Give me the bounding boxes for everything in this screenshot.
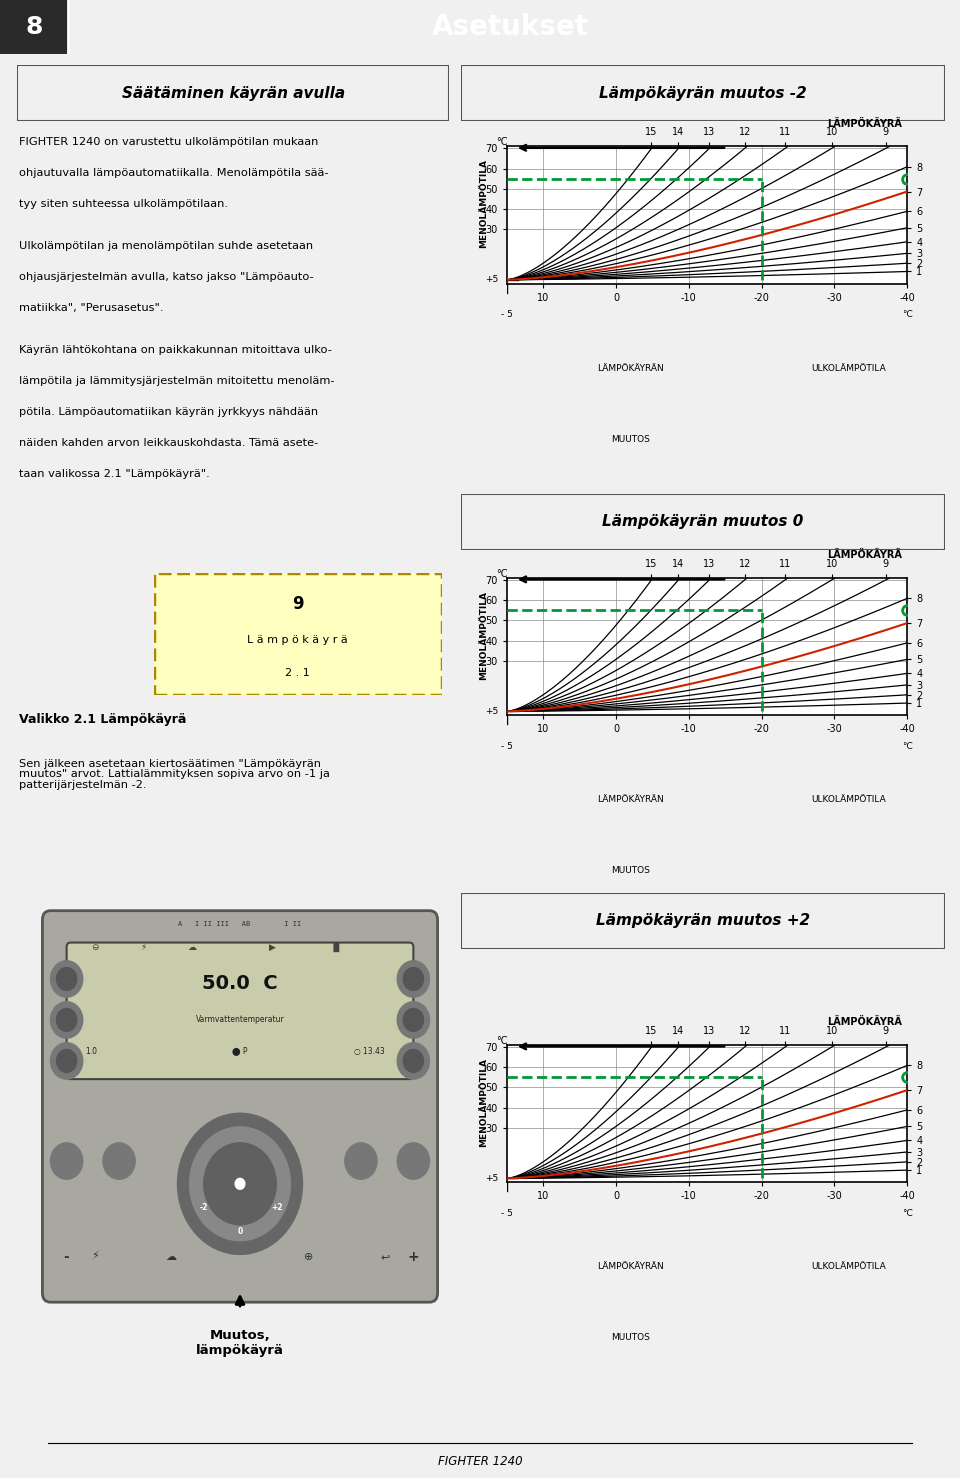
Text: ☁: ☁ bbox=[187, 943, 196, 952]
Text: 50.0  C: 50.0 C bbox=[203, 974, 277, 993]
Text: A   I II III   AB        I II: A I II III AB I II bbox=[179, 921, 301, 927]
Text: 9: 9 bbox=[292, 594, 303, 613]
Text: matiikka", "Perusasetus".: matiikka", "Perusasetus". bbox=[19, 303, 164, 313]
Text: L ä m p ö k ä y r ä: L ä m p ö k ä y r ä bbox=[248, 636, 348, 644]
Circle shape bbox=[397, 1142, 429, 1179]
Circle shape bbox=[103, 1142, 135, 1179]
Text: Säätäminen käyrän avulla: Säätäminen käyrän avulla bbox=[122, 86, 345, 101]
Circle shape bbox=[345, 1142, 377, 1179]
Text: ☁: ☁ bbox=[166, 1252, 177, 1262]
Text: 8: 8 bbox=[25, 15, 42, 38]
Text: 0: 0 bbox=[237, 1227, 243, 1236]
Text: LÄMPÖKÄYRÄN: LÄMPÖKÄYRÄN bbox=[597, 1262, 664, 1271]
Circle shape bbox=[51, 961, 83, 998]
Text: MUUTOS: MUUTOS bbox=[612, 435, 650, 443]
Text: Varmvattentemperatur: Varmvattentemperatur bbox=[196, 1015, 284, 1024]
Text: ULKOLÄMPÖTILA: ULKOLÄMPÖTILA bbox=[811, 1262, 886, 1271]
Text: ⬤ P: ⬤ P bbox=[232, 1048, 248, 1057]
FancyBboxPatch shape bbox=[42, 910, 438, 1302]
Text: tyy siten suhteessa ulkolämpötilaan.: tyy siten suhteessa ulkolämpötilaan. bbox=[19, 198, 228, 208]
Text: Lämpökäyrän muutos +2: Lämpökäyrän muutos +2 bbox=[595, 913, 810, 928]
Text: +2: +2 bbox=[271, 1203, 282, 1212]
Text: - 5: - 5 bbox=[501, 1209, 513, 1218]
Text: LÄMPÖKÄYRÄ: LÄMPÖKÄYRÄ bbox=[828, 118, 902, 129]
Circle shape bbox=[178, 1113, 302, 1255]
Circle shape bbox=[189, 1126, 290, 1240]
Text: 2 . 1: 2 . 1 bbox=[285, 668, 310, 678]
Text: Käyrän lähtökohtana on paikkakunnan mitoittava ulko-: Käyrän lähtökohtana on paikkakunnan mito… bbox=[19, 344, 332, 355]
Text: LÄMPÖKÄYRÄN: LÄMPÖKÄYRÄN bbox=[597, 364, 664, 372]
Text: °C: °C bbox=[496, 137, 508, 148]
Text: ⚡: ⚡ bbox=[140, 943, 147, 952]
Text: MENOLÄMPÖTILA: MENOLÄMPÖTILA bbox=[479, 1058, 489, 1147]
Text: °C: °C bbox=[901, 742, 913, 751]
Circle shape bbox=[235, 1178, 245, 1190]
Text: pötila. Lämpöautomatiikan käyrän jyrkkyys nähdään: pötila. Lämpöautomatiikan käyrän jyrkkyy… bbox=[19, 406, 319, 417]
Text: ⊕: ⊕ bbox=[304, 1252, 313, 1262]
Text: ⊖: ⊖ bbox=[91, 943, 99, 952]
Text: Ulkolämpötilan ja menolämpötilan suhde asetetaan: Ulkolämpötilan ja menolämpötilan suhde a… bbox=[19, 241, 313, 251]
Text: MUUTOS: MUUTOS bbox=[612, 866, 650, 875]
Circle shape bbox=[403, 1008, 423, 1032]
Circle shape bbox=[57, 968, 77, 990]
Text: °C: °C bbox=[496, 1036, 508, 1046]
Text: ↩: ↩ bbox=[380, 1252, 390, 1262]
Text: Asetukset: Asetukset bbox=[431, 13, 588, 41]
Text: ⚡: ⚡ bbox=[91, 1252, 99, 1262]
Text: MENOLÄMPÖTILA: MENOLÄMPÖTILA bbox=[479, 591, 489, 680]
Text: Valikko 2.1 Lämpökäyrä: Valikko 2.1 Lämpökäyrä bbox=[19, 714, 186, 726]
Text: ▶: ▶ bbox=[269, 943, 276, 952]
Text: +: + bbox=[408, 1250, 420, 1264]
Bar bbox=[0, 0, 68, 53]
Text: Lämpökäyrän muutos -2: Lämpökäyrän muutos -2 bbox=[599, 86, 806, 101]
Text: näiden kahden arvon leikkauskohdasta. Tämä asete-: näiden kahden arvon leikkauskohdasta. Tä… bbox=[19, 437, 319, 448]
Circle shape bbox=[51, 1002, 83, 1038]
Text: °C: °C bbox=[901, 1209, 913, 1218]
Text: +5: +5 bbox=[485, 275, 498, 284]
Text: muutos" arvot. Lattialämmityksen sopiva arvo on -1 ja: muutos" arvot. Lattialämmityksen sopiva … bbox=[19, 770, 330, 779]
Text: taan valikossa 2.1 "Lämpökäyrä".: taan valikossa 2.1 "Lämpökäyrä". bbox=[19, 469, 210, 479]
Text: +5: +5 bbox=[485, 1174, 498, 1182]
FancyBboxPatch shape bbox=[154, 573, 442, 695]
Circle shape bbox=[57, 1049, 77, 1072]
Text: - 5: - 5 bbox=[501, 310, 513, 319]
Text: FIGHTER 1240 on varustettu ulkolämpötilan mukaan: FIGHTER 1240 on varustettu ulkolämpötila… bbox=[19, 136, 319, 146]
Circle shape bbox=[397, 1042, 429, 1079]
FancyBboxPatch shape bbox=[66, 943, 414, 1079]
Text: ULKOLÄMPÖTILA: ULKOLÄMPÖTILA bbox=[811, 364, 886, 372]
Text: Muutos,
lämpökäyrä: Muutos, lämpökäyrä bbox=[196, 1330, 284, 1357]
Text: 1.0: 1.0 bbox=[84, 1048, 97, 1057]
Circle shape bbox=[51, 1142, 83, 1179]
Text: MUUTOS: MUUTOS bbox=[612, 1333, 650, 1342]
Text: ▐▌: ▐▌ bbox=[330, 943, 344, 952]
Text: °C: °C bbox=[496, 569, 508, 579]
Circle shape bbox=[51, 1042, 83, 1079]
Circle shape bbox=[403, 1049, 423, 1072]
Circle shape bbox=[204, 1142, 276, 1225]
Text: ○ 13.43: ○ 13.43 bbox=[353, 1048, 384, 1057]
Text: lämpötila ja lämmitysjärjestelmän mitoitettu menoläm-: lämpötila ja lämmitysjärjestelmän mitoit… bbox=[19, 375, 335, 386]
Text: ohjautuvalla lämpöautomatiikalla. Menolämpötila sää-: ohjautuvalla lämpöautomatiikalla. Menolä… bbox=[19, 167, 328, 177]
Circle shape bbox=[57, 1008, 77, 1032]
Circle shape bbox=[397, 1002, 429, 1038]
Text: °C: °C bbox=[901, 310, 913, 319]
Circle shape bbox=[397, 961, 429, 998]
Text: - 5: - 5 bbox=[501, 742, 513, 751]
Text: patterijärjestelmän -2.: patterijärjestelmän -2. bbox=[19, 780, 147, 789]
Circle shape bbox=[403, 968, 423, 990]
Text: Lämpökäyrän muutos 0: Lämpökäyrän muutos 0 bbox=[602, 514, 804, 529]
Text: Sen jälkeen asetetaan kiertosäätimen "Lämpökäyrän: Sen jälkeen asetetaan kiertosäätimen "Lä… bbox=[19, 760, 322, 769]
Text: LÄMPÖKÄYRÄ: LÄMPÖKÄYRÄ bbox=[828, 1017, 902, 1027]
Text: -2: -2 bbox=[199, 1203, 207, 1212]
Text: -: - bbox=[63, 1250, 69, 1264]
Text: MENOLÄMPÖTILA: MENOLÄMPÖTILA bbox=[479, 160, 489, 248]
Text: ULKOLÄMPÖTILA: ULKOLÄMPÖTILA bbox=[811, 795, 886, 804]
Text: +5: +5 bbox=[485, 706, 498, 715]
Text: FIGHTER 1240: FIGHTER 1240 bbox=[438, 1456, 522, 1468]
Text: LÄMPÖKÄYRÄ: LÄMPÖKÄYRÄ bbox=[828, 550, 902, 560]
Text: LÄMPÖKÄYRÄN: LÄMPÖKÄYRÄN bbox=[597, 795, 664, 804]
Text: ohjausjärjestelmän avulla, katso jakso "Lämpöauto-: ohjausjärjestelmän avulla, katso jakso "… bbox=[19, 272, 314, 282]
